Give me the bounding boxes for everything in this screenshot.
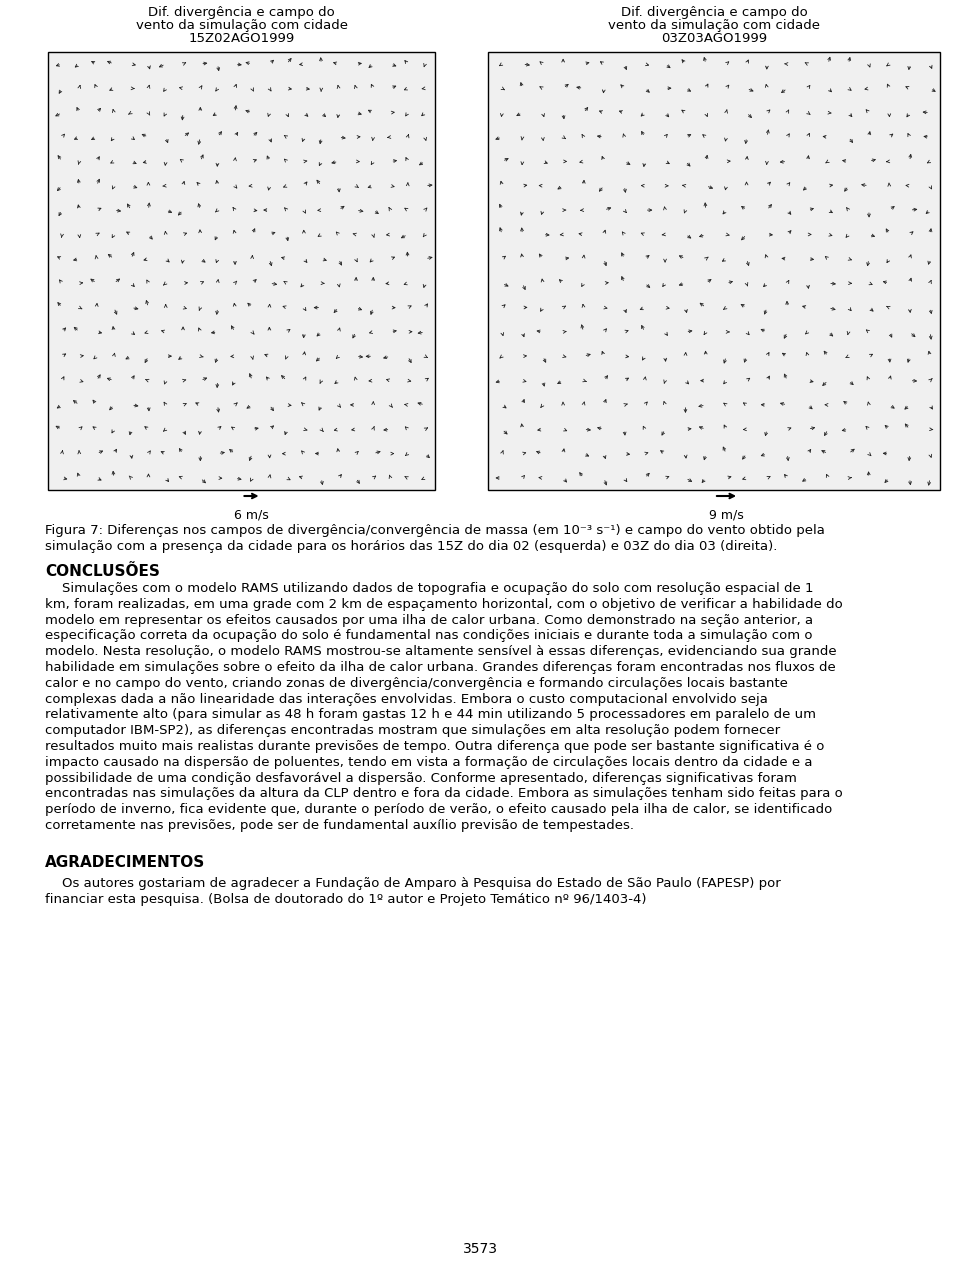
Text: 9 m/s: 9 m/s <box>709 508 744 522</box>
Text: 15Z02AGO1999: 15Z02AGO1999 <box>188 32 295 45</box>
Text: CONCLUSÕES: CONCLUSÕES <box>45 565 160 578</box>
Text: especificação correta da ocupação do solo é fundamental nas condições iniciais e: especificação correta da ocupação do sol… <box>45 629 812 643</box>
Text: Dif. divergência e campo do: Dif. divergência e campo do <box>620 6 807 19</box>
Text: 3573: 3573 <box>463 1242 497 1255</box>
Text: financiar esta pesquisa. (Bolsa de doutorado do 1º autor e Projeto Temático nº 9: financiar esta pesquisa. (Bolsa de douto… <box>45 893 646 906</box>
Text: simulação com a presença da cidade para os horários das 15Z do dia 02 (esquerda): simulação com a presença da cidade para … <box>45 541 778 553</box>
Text: Os autores gostariam de agradecer a Fundação de Amparo à Pesquisa do Estado de S: Os autores gostariam de agradecer a Fund… <box>45 877 780 890</box>
Text: vento da simulação com cidade: vento da simulação com cidade <box>608 19 820 32</box>
Text: relativamente alto (para simular as 48 h foram gastas 12 h e 44 min utilizando 5: relativamente alto (para simular as 48 h… <box>45 709 816 721</box>
Text: impacto causado na dispersão de poluentes, tendo em vista a formação de circulaç: impacto causado na dispersão de poluente… <box>45 755 812 769</box>
Bar <box>48 52 435 490</box>
Bar <box>488 52 940 490</box>
Text: calor e no campo do vento, criando zonas de divergência/convergência e formando : calor e no campo do vento, criando zonas… <box>45 677 788 690</box>
Text: Dif. divergência e campo do: Dif. divergência e campo do <box>148 6 335 19</box>
Text: Simulações com o modelo RAMS utilizando dados de topografia e ocupação do solo c: Simulações com o modelo RAMS utilizando … <box>45 582 813 595</box>
Text: computador IBM-SP2), as diferenças encontradas mostram que simulações em alta re: computador IBM-SP2), as diferenças encon… <box>45 724 780 738</box>
Text: Figura 7: Diferenças nos campos de divergência/convergência de massa (em 10⁻³ s⁻: Figura 7: Diferenças nos campos de diver… <box>45 524 825 537</box>
Text: modelo. Nesta resolução, o modelo RAMS mostrou-se altamente sensível à essas dif: modelo. Nesta resolução, o modelo RAMS m… <box>45 645 836 658</box>
Text: vento da simulação com cidade: vento da simulação com cidade <box>135 19 348 32</box>
Text: km, foram realizadas, em uma grade com 2 km de espaçamento horizontal, com o obj: km, foram realizadas, em uma grade com 2… <box>45 597 843 611</box>
Text: corretamente nas previsões, pode ser de fundamental auxílio previsão de tempesta: corretamente nas previsões, pode ser de … <box>45 818 634 832</box>
Text: habilidade em simulações sobre o efeito da ilha de calor urbana. Grandes diferen: habilidade em simulações sobre o efeito … <box>45 661 836 674</box>
Text: AGRADECIMENTOS: AGRADECIMENTOS <box>45 855 205 870</box>
Text: 6 m/s: 6 m/s <box>234 508 269 522</box>
Text: complexas dada a não linearidade das interações envolvidas. Embora o custo compu: complexas dada a não linearidade das int… <box>45 692 768 706</box>
Text: resultados muito mais realistas durante previsões de tempo. Outra diferença que : resultados muito mais realistas durante … <box>45 740 825 753</box>
Text: encontradas nas simulações da altura da CLP dentro e fora da cidade. Embora as s: encontradas nas simulações da altura da … <box>45 787 843 801</box>
Text: modelo em representar os efeitos causados por uma ilha de calor urbana. Como dem: modelo em representar os efeitos causado… <box>45 614 813 626</box>
Text: 03Z03AGO1999: 03Z03AGO1999 <box>660 32 767 45</box>
Text: período de inverno, fica evidente que, durante o período de verão, o efeito caus: período de inverno, fica evidente que, d… <box>45 803 832 816</box>
Text: possibilidade de uma condição desfavorável a dispersão. Conforme apresentado, di: possibilidade de uma condição desfavoráv… <box>45 772 797 784</box>
